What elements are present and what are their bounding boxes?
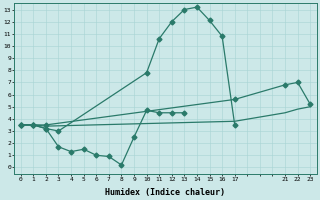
X-axis label: Humidex (Indice chaleur): Humidex (Indice chaleur)	[106, 188, 226, 197]
